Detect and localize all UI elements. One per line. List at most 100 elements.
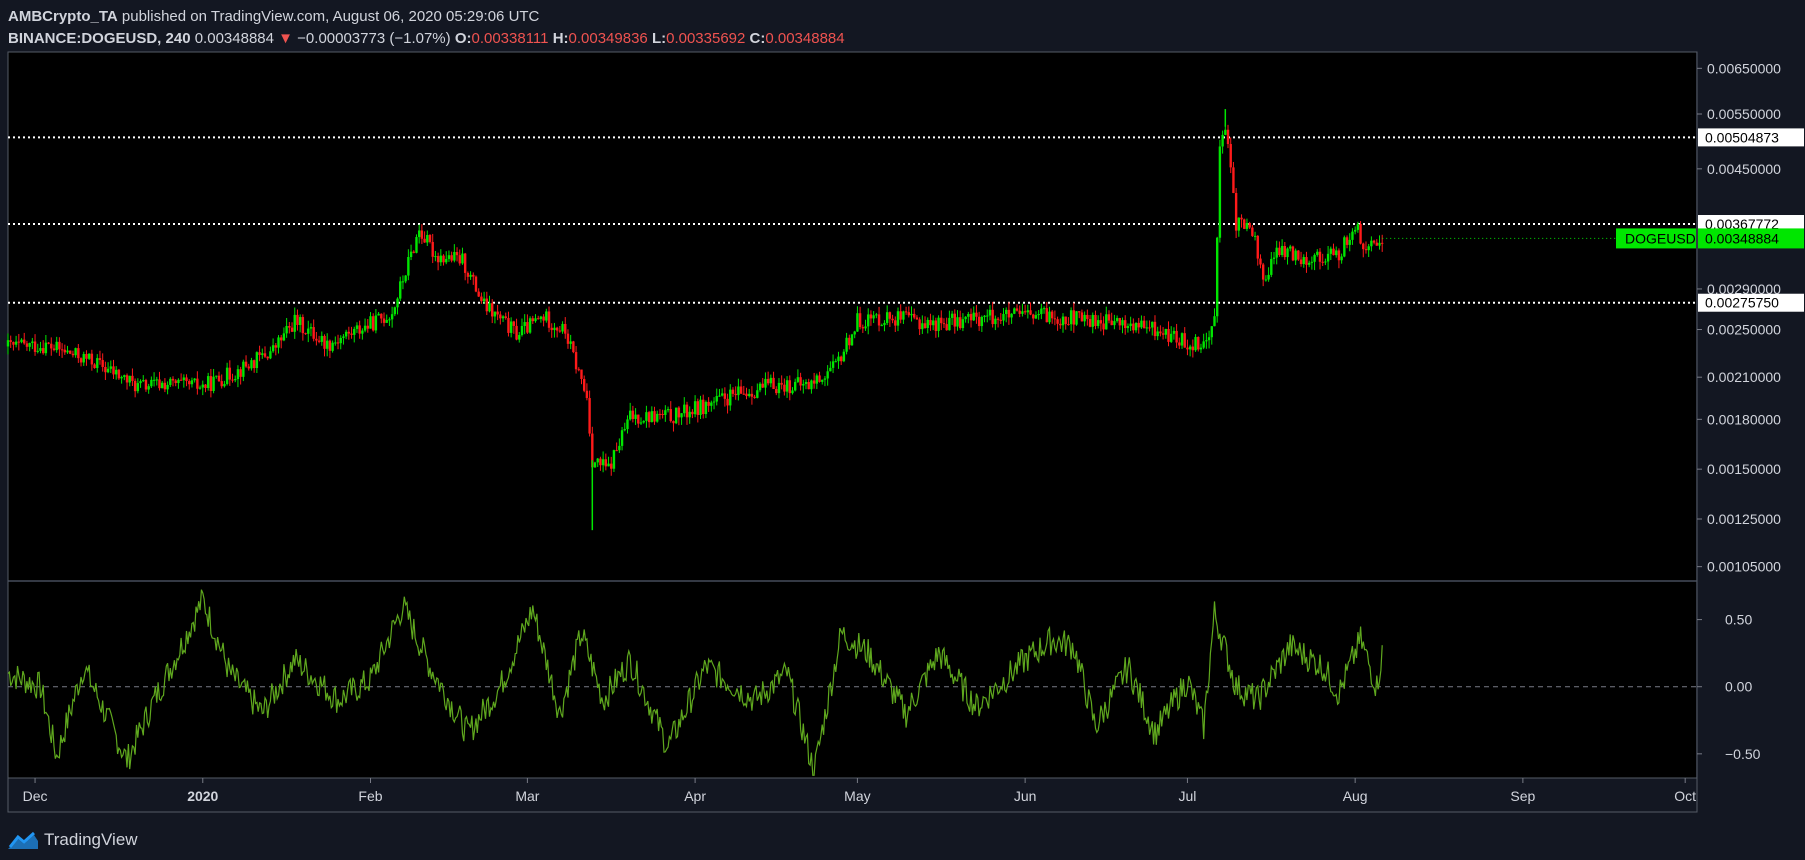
- candle-body: [812, 380, 816, 384]
- price-tick-label: 0.00250000: [1707, 322, 1781, 338]
- candle-body: [637, 414, 640, 424]
- candle-body: [472, 274, 475, 277]
- candle-body: [1132, 323, 1135, 331]
- candle-body: [666, 409, 670, 411]
- candle-body: [1013, 308, 1016, 314]
- candle-body: [796, 377, 800, 382]
- candle-body: [1075, 311, 1078, 325]
- candle-body: [615, 450, 618, 452]
- high-value: 0.00349836: [568, 30, 648, 47]
- candle-body: [1048, 311, 1051, 323]
- published-text: published on TradingView.com, August 06,…: [121, 8, 540, 25]
- time-tick-label: Oct: [1674, 788, 1696, 804]
- high-label: H:: [552, 30, 569, 47]
- candle-body: [950, 313, 954, 318]
- candle-body: [1340, 256, 1343, 261]
- candle-body: [1064, 316, 1067, 325]
- candle-body: [577, 369, 580, 371]
- candle-body: [125, 375, 129, 383]
- candle-body: [282, 333, 286, 341]
- candle-body: [409, 251, 413, 258]
- candle-body: [301, 317, 305, 334]
- candle-body: [1364, 249, 1368, 251]
- candle-body: [323, 335, 326, 349]
- candle-body: [942, 323, 946, 325]
- candle-body: [777, 382, 781, 394]
- candle-body: [1124, 320, 1127, 329]
- candle-body: [837, 356, 840, 362]
- candle-body: [96, 358, 99, 369]
- candle-body: [55, 341, 58, 351]
- candle-body: [588, 398, 591, 434]
- candle-body: [802, 383, 805, 386]
- candle-body: [298, 317, 302, 325]
- candle-body: [182, 377, 186, 381]
- candle-body: [77, 348, 80, 359]
- candle-body: [25, 343, 29, 347]
- candle-body: [693, 401, 697, 415]
- time-tick-label: Jun: [1014, 788, 1037, 804]
- symbol-label: BINANCE:DOGEUSD, 240: [8, 30, 191, 47]
- candle-body: [480, 296, 483, 302]
- candle-body: [485, 298, 489, 312]
- candle-body: [1159, 331, 1162, 334]
- candle-body: [288, 325, 291, 328]
- tradingview-brand[interactable]: TradingView: [44, 830, 138, 849]
- candle-body: [482, 298, 486, 302]
- candle-body: [818, 375, 821, 382]
- author-name[interactable]: AMBCrypto_TA: [8, 8, 118, 25]
- candle-body: [1351, 231, 1354, 240]
- time-tick-label: Jul: [1178, 788, 1196, 804]
- candle-body: [1294, 250, 1297, 261]
- candle-body: [1188, 346, 1192, 350]
- candle-body: [931, 320, 935, 326]
- candle-body: [44, 342, 48, 354]
- candle-body: [60, 349, 64, 351]
- candle-body: [1324, 261, 1327, 263]
- candle-body: [434, 256, 437, 258]
- candle-body: [1129, 323, 1132, 327]
- candle-body: [669, 409, 672, 422]
- candle-body: [307, 328, 310, 334]
- candle-body: [415, 237, 418, 253]
- candle-body: [261, 353, 264, 355]
- candle-body: [804, 382, 808, 384]
- candle-body: [388, 319, 391, 321]
- candle-body: [293, 314, 296, 332]
- candle-body: [1056, 319, 1059, 324]
- candle-body: [1072, 310, 1076, 325]
- candle-body: [940, 317, 943, 324]
- candle-body: [426, 235, 429, 243]
- candle-body: [1113, 321, 1116, 326]
- candle-body: [829, 367, 832, 372]
- candle-body: [1180, 333, 1184, 346]
- candle-body: [785, 380, 789, 392]
- candle-body: [231, 379, 234, 381]
- candle-body: [1267, 274, 1270, 280]
- candle-body: [74, 348, 77, 356]
- price-pane: [8, 52, 1696, 580]
- candle-body: [1115, 318, 1119, 322]
- candle-body: [312, 327, 315, 339]
- price-tick-label: 0.00290000: [1707, 281, 1781, 297]
- tradingview-logo-icon[interactable]: [8, 831, 38, 849]
- candle-body: [247, 366, 250, 369]
- candle-body: [450, 255, 453, 261]
- symbol-badge-label: DOGEUSD: [1625, 230, 1696, 246]
- candle-body: [888, 312, 892, 319]
- oscillator-tick-label: 0.00: [1725, 679, 1752, 695]
- candle-body: [174, 380, 177, 384]
- candle-body: [215, 375, 218, 377]
- candle-body: [385, 319, 388, 323]
- candle-body: [412, 251, 415, 253]
- candle-body: [152, 379, 156, 381]
- candle-body: [788, 380, 791, 394]
- candle-body: [399, 281, 402, 299]
- candle-body: [423, 238, 426, 243]
- candle-body: [234, 379, 237, 381]
- price-tick-label: 0.00150000: [1707, 461, 1781, 477]
- candle-body: [1237, 217, 1241, 231]
- candle-body: [569, 341, 572, 344]
- candle-body: [1197, 337, 1200, 350]
